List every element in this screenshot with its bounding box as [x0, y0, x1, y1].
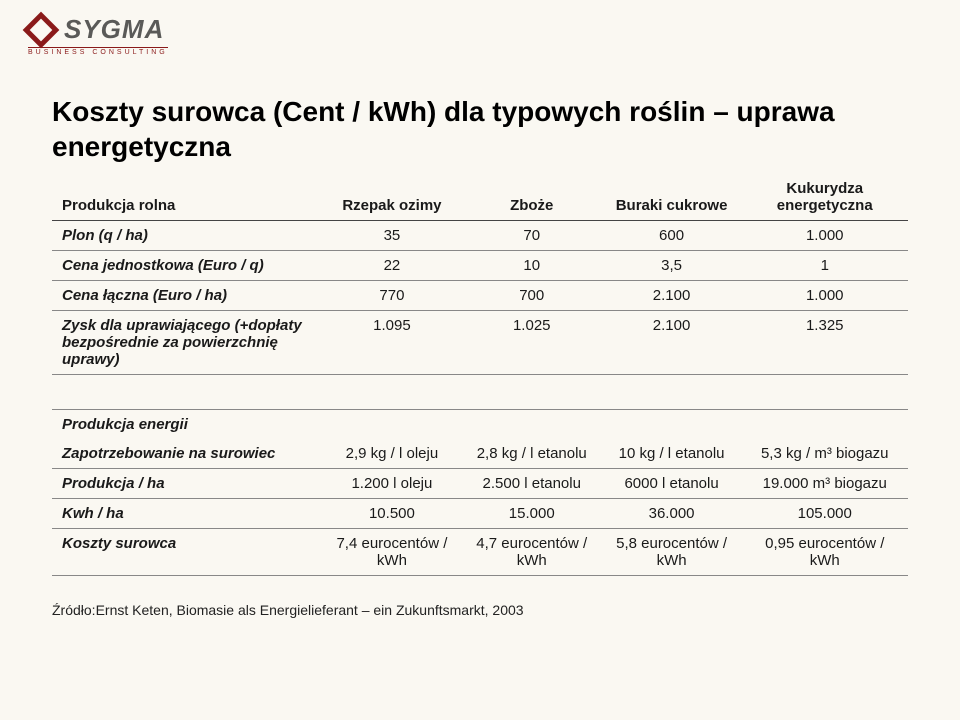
cell: 700 — [462, 281, 602, 311]
cell: 7,4 eurocentów / kWh — [322, 529, 462, 576]
cell: 22 — [322, 251, 462, 281]
logo-text: SYGMA — [64, 14, 164, 45]
row-label: Plon (q / ha) — [52, 221, 322, 251]
logo-main: SYGMA — [28, 14, 168, 45]
row-label: Kwh / ha — [52, 499, 322, 529]
header-col3: Buraki cukrowe — [602, 174, 742, 221]
cell: 36.000 — [602, 499, 742, 529]
logo: SYGMA BUSINESS CONSULTING — [28, 14, 168, 56]
header-col4: Kukurydza energetyczna — [741, 174, 908, 221]
header-col1: Rzepak ozimy — [322, 174, 462, 221]
cell: 10 — [462, 251, 602, 281]
row-label: Koszty surowca — [52, 529, 322, 576]
table-row: Cena jednostkowa (Euro / q) 22 10 3,5 1 — [52, 251, 908, 281]
section-gap — [52, 375, 908, 410]
cell: 2,9 kg / l oleju — [322, 439, 462, 469]
cell: 5,3 kg / m³ biogazu — [741, 439, 908, 469]
cell: 1.000 — [741, 221, 908, 251]
slide-content: Koszty surowca (Cent / kWh) dla typowych… — [52, 94, 908, 618]
cell: 1.325 — [741, 311, 908, 375]
table-row: Produkcja / ha 1.200 l oleju 2.500 l eta… — [52, 469, 908, 499]
source-citation: Źródło:Ernst Keten, Biomasie als Energie… — [52, 602, 908, 618]
row-label: Cena jednostkowa (Euro / q) — [52, 251, 322, 281]
cell: 10 kg / l etanolu — [602, 439, 742, 469]
cell: 2,8 kg / l etanolu — [462, 439, 602, 469]
logo-icon — [23, 11, 60, 48]
cell: 1.095 — [322, 311, 462, 375]
cell: 6000 l etanolu — [602, 469, 742, 499]
logo-subtitle: BUSINESS CONSULTING — [28, 47, 168, 56]
cell: 1 — [741, 251, 908, 281]
cell: 10.500 — [322, 499, 462, 529]
section-header: Produkcja energii — [52, 410, 908, 440]
cell: 2.500 l etanolu — [462, 469, 602, 499]
cell: 70 — [462, 221, 602, 251]
cell: 1.000 — [741, 281, 908, 311]
table-row: Koszty surowca 7,4 eurocentów / kWh 4,7 … — [52, 529, 908, 576]
cell: 1.200 l oleju — [322, 469, 462, 499]
data-table: Produkcja rolna Rzepak ozimy Zboże Burak… — [52, 174, 908, 576]
row-label: Cena łączna (Euro / ha) — [52, 281, 322, 311]
cell: 5,8 eurocentów / kWh — [602, 529, 742, 576]
table-row: Zysk dla uprawiającego (+dopłaty bezpośr… — [52, 311, 908, 375]
cell: 15.000 — [462, 499, 602, 529]
table-row: Cena łączna (Euro / ha) 770 700 2.100 1.… — [52, 281, 908, 311]
header-col2: Zboże — [462, 174, 602, 221]
cell: 35 — [322, 221, 462, 251]
cell: 2.100 — [602, 281, 742, 311]
cell: 3,5 — [602, 251, 742, 281]
row-label: Produkcja / ha — [52, 469, 322, 499]
cell: 1.025 — [462, 311, 602, 375]
table-header-row: Produkcja rolna Rzepak ozimy Zboże Burak… — [52, 174, 908, 221]
row-label: Zapotrzebowanie na surowiec — [52, 439, 322, 469]
cell: 0,95 eurocentów / kWh — [741, 529, 908, 576]
header-rowlabel: Produkcja rolna — [52, 174, 322, 221]
cell: 770 — [322, 281, 462, 311]
cell: 600 — [602, 221, 742, 251]
section-header-row: Produkcja energii — [52, 410, 908, 440]
table-row: Zapotrzebowanie na surowiec 2,9 kg / l o… — [52, 439, 908, 469]
row-label: Zysk dla uprawiającego (+dopłaty bezpośr… — [52, 311, 322, 375]
table-row: Kwh / ha 10.500 15.000 36.000 105.000 — [52, 499, 908, 529]
cell: 105.000 — [741, 499, 908, 529]
cell: 19.000 m³ biogazu — [741, 469, 908, 499]
page-title: Koszty surowca (Cent / kWh) dla typowych… — [52, 94, 908, 164]
cell: 4,7 eurocentów / kWh — [462, 529, 602, 576]
cell: 2.100 — [602, 311, 742, 375]
table-row: Plon (q / ha) 35 70 600 1.000 — [52, 221, 908, 251]
